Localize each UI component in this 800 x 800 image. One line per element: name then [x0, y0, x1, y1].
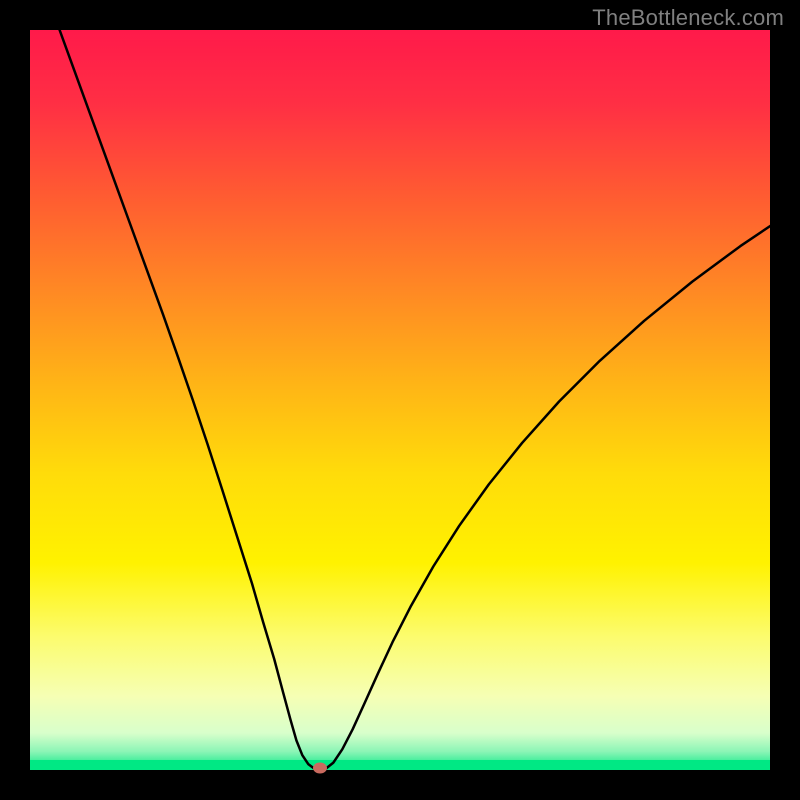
bottleneck-curve: [60, 30, 770, 770]
watermark-text: TheBottleneck.com: [592, 5, 784, 31]
chart-container: TheBottleneck.com: [0, 0, 800, 800]
curve-svg: [30, 30, 770, 770]
plot-area: [30, 30, 770, 770]
minimum-marker: [313, 762, 327, 773]
bottom-band: [30, 760, 770, 770]
